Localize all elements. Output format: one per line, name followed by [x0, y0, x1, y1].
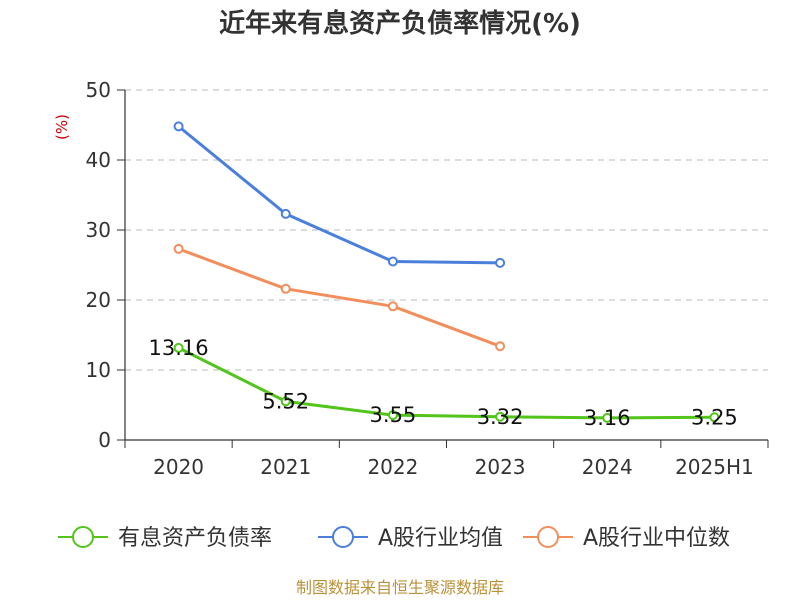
y-tick-label: 30 [86, 218, 111, 242]
legend-swatch-marker [537, 526, 559, 548]
data-point [173, 243, 184, 254]
data-point [280, 283, 291, 294]
data-labels: 13.16 5.52 3.55 3.32 3.16 3.25 [149, 336, 738, 430]
x-tick-label: 2021 [260, 455, 311, 479]
legend-swatch-marker [72, 526, 94, 548]
data-point [173, 121, 184, 132]
series-line [177, 125, 501, 265]
data-point [387, 301, 398, 312]
y-tick-label: 0 [98, 428, 111, 452]
series-line [178, 247, 501, 348]
x-tick-label: 2024 [582, 455, 633, 479]
data-point [602, 412, 613, 423]
data-label: 13.16 [149, 336, 209, 360]
y-tick-label: 40 [86, 148, 111, 172]
legend-swatch-marker [332, 526, 354, 548]
data-label: 3.16 [584, 406, 631, 430]
data-label: 3.25 [691, 405, 738, 429]
legend: 有息资产负债率 A股行业均值 A股行业中位数 [58, 526, 730, 551]
chart-title: 近年来有息资产负债率情况(%) [219, 8, 581, 39]
x-tick-label: 2022 [367, 455, 418, 479]
legend-label: A股行业中位数 [583, 526, 730, 551]
y-tick-label: 10 [86, 358, 111, 382]
x-tick-label: 2025H1 [675, 455, 754, 479]
legend-label: 有息资产负债率 [118, 526, 272, 551]
data-point [495, 341, 506, 352]
x-tick-label: 2023 [475, 455, 526, 479]
series-group [173, 121, 720, 423]
axes: 0 10 20 30 40 50 2020 2021 2022 2023 2024 2025H1 [86, 78, 769, 479]
data-point [709, 412, 720, 423]
y-axis-unit: (%) [53, 114, 71, 140]
data-label: 5.52 [262, 389, 309, 413]
data-point [280, 396, 291, 407]
data-point [387, 410, 398, 421]
data-point [387, 256, 398, 267]
legend-label: A股行业均值 [378, 526, 503, 551]
data-point [495, 411, 506, 422]
y-tick-label: 50 [86, 78, 111, 102]
data-point [495, 257, 506, 268]
data-point [280, 208, 291, 219]
data-source-note: 制图数据来自恒生聚源数据库 [296, 578, 504, 597]
data-label: 3.32 [477, 405, 524, 429]
data-point [173, 342, 184, 353]
data-label: 3.55 [370, 403, 417, 427]
series-line [177, 346, 715, 420]
gridlines [125, 89, 768, 371]
y-tick-label: 20 [86, 288, 111, 312]
x-tick-label: 2020 [153, 455, 204, 479]
